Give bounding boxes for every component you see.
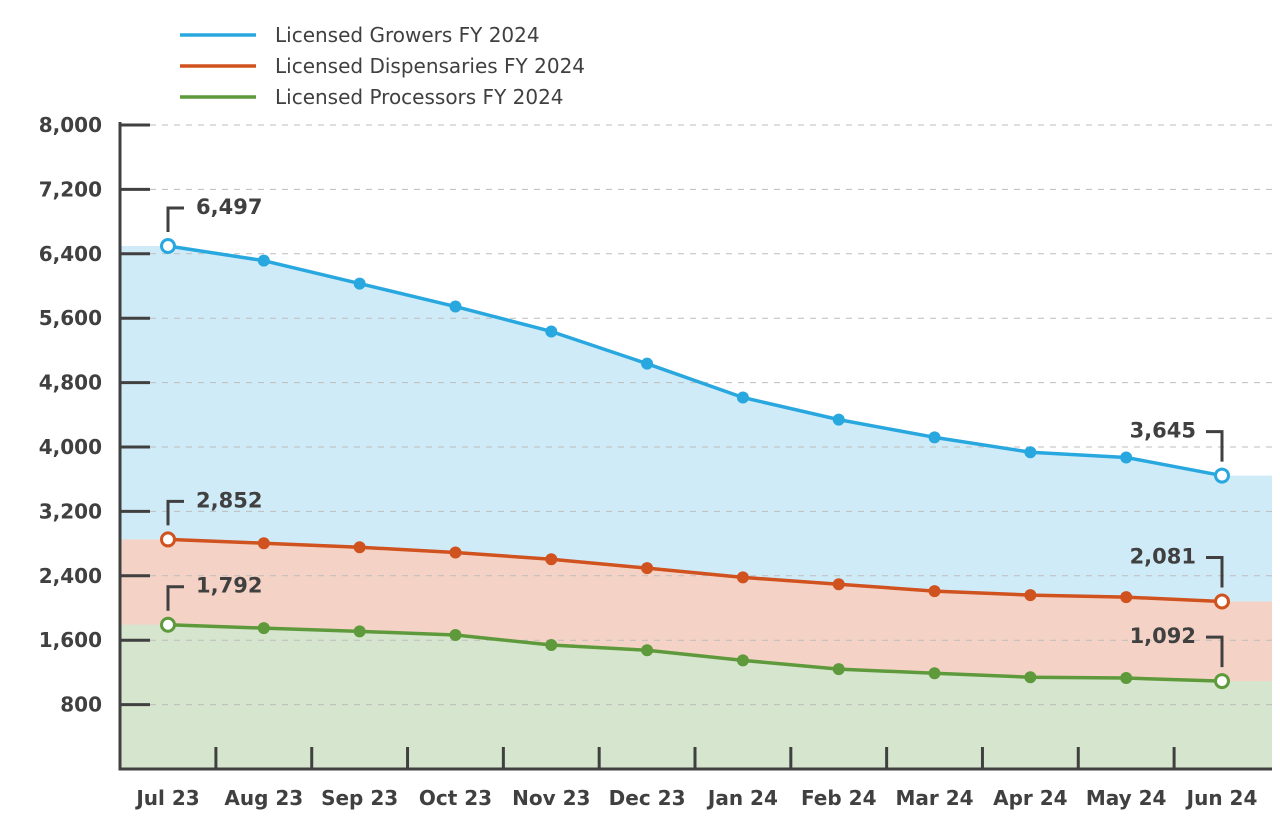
data-point: [1024, 589, 1037, 602]
data-point: [257, 622, 270, 635]
data-point: [1120, 451, 1133, 464]
data-point: [545, 639, 558, 652]
y-tick-label: 1,600: [39, 628, 102, 652]
y-tick-label: 3,200: [39, 499, 102, 523]
start-value-label: 2,852: [196, 488, 262, 512]
data-point: [928, 431, 941, 444]
x-tick-label: Oct 23: [419, 786, 492, 810]
data-point: [257, 254, 270, 267]
data-point: [736, 571, 749, 584]
data-point: [353, 625, 366, 638]
callout-bracket: [1206, 430, 1224, 462]
y-tick-label: 2,400: [39, 564, 102, 588]
x-tick-label: Mar 24: [896, 786, 974, 810]
data-point: [160, 531, 176, 548]
data-point: [160, 237, 176, 254]
y-tick-label: 8,000: [39, 113, 102, 137]
x-tick-label: May 24: [1086, 786, 1167, 810]
x-tick-label: Jul 23: [134, 786, 199, 810]
data-point: [641, 357, 654, 370]
x-tick-label: Sep 23: [321, 786, 398, 810]
y-tick-label: 800: [60, 693, 102, 717]
legend-label: Licensed Growers FY 2024: [275, 23, 540, 47]
callout-bracket: [166, 206, 184, 232]
series-line-0: [167, 244, 1223, 478]
series-line-1: [167, 537, 1223, 604]
data-point: [1214, 467, 1230, 484]
x-tick-label: Aug 23: [224, 786, 303, 810]
data-point: [545, 553, 558, 566]
data-point: [1214, 673, 1230, 690]
end-value-label: 3,645: [1130, 419, 1196, 443]
y-tick-label: 4,800: [39, 371, 102, 395]
end-value-label: 1,092: [1130, 624, 1196, 648]
data-point: [736, 391, 749, 404]
data-point: [641, 562, 654, 575]
data-point: [449, 546, 462, 559]
x-tick-label: Jun 24: [1185, 786, 1258, 810]
callout-bracket: [1206, 555, 1224, 588]
data-point: [449, 300, 462, 313]
data-point: [832, 413, 845, 426]
data-point: [353, 277, 366, 290]
y-tick-label: 5,600: [39, 306, 102, 330]
series-line-2: [167, 622, 1223, 683]
data-point: [1214, 593, 1230, 610]
data-point: [257, 537, 270, 550]
y-tick-label: 7,200: [39, 177, 102, 201]
start-value-label: 6,497: [196, 195, 262, 219]
x-tick-label: Apr 24: [993, 786, 1067, 810]
data-point: [928, 585, 941, 598]
data-point: [641, 644, 654, 657]
y-tick-label: 6,400: [39, 242, 102, 266]
x-tick-label: Jan 24: [706, 786, 778, 810]
x-tick-label: Dec 23: [609, 786, 686, 810]
data-point: [1120, 591, 1133, 604]
data-point: [832, 663, 845, 676]
data-point: [449, 628, 462, 641]
data-point: [545, 325, 558, 338]
callout-bracket: [166, 499, 184, 526]
data-point: [928, 667, 941, 680]
legend-label: Licensed Processors FY 2024: [275, 85, 564, 109]
callout-bracket: [166, 585, 184, 611]
y-tick-label: 4,000: [39, 435, 102, 459]
end-value-label: 2,081: [1130, 544, 1196, 568]
legend-label: Licensed Dispensaries FY 2024: [275, 54, 585, 78]
data-point: [832, 578, 845, 591]
x-tick-label: Feb 24: [801, 786, 877, 810]
data-point: [1024, 446, 1037, 459]
data-point: [1120, 672, 1133, 685]
data-point: [160, 616, 176, 633]
start-value-label: 1,792: [196, 574, 262, 598]
x-tick-label: Nov 23: [512, 786, 590, 810]
callout-bracket: [1206, 635, 1224, 668]
series-fill-2: [120, 624, 1272, 769]
data-point: [736, 654, 749, 667]
data-point: [1024, 671, 1037, 684]
data-point: [353, 541, 366, 554]
